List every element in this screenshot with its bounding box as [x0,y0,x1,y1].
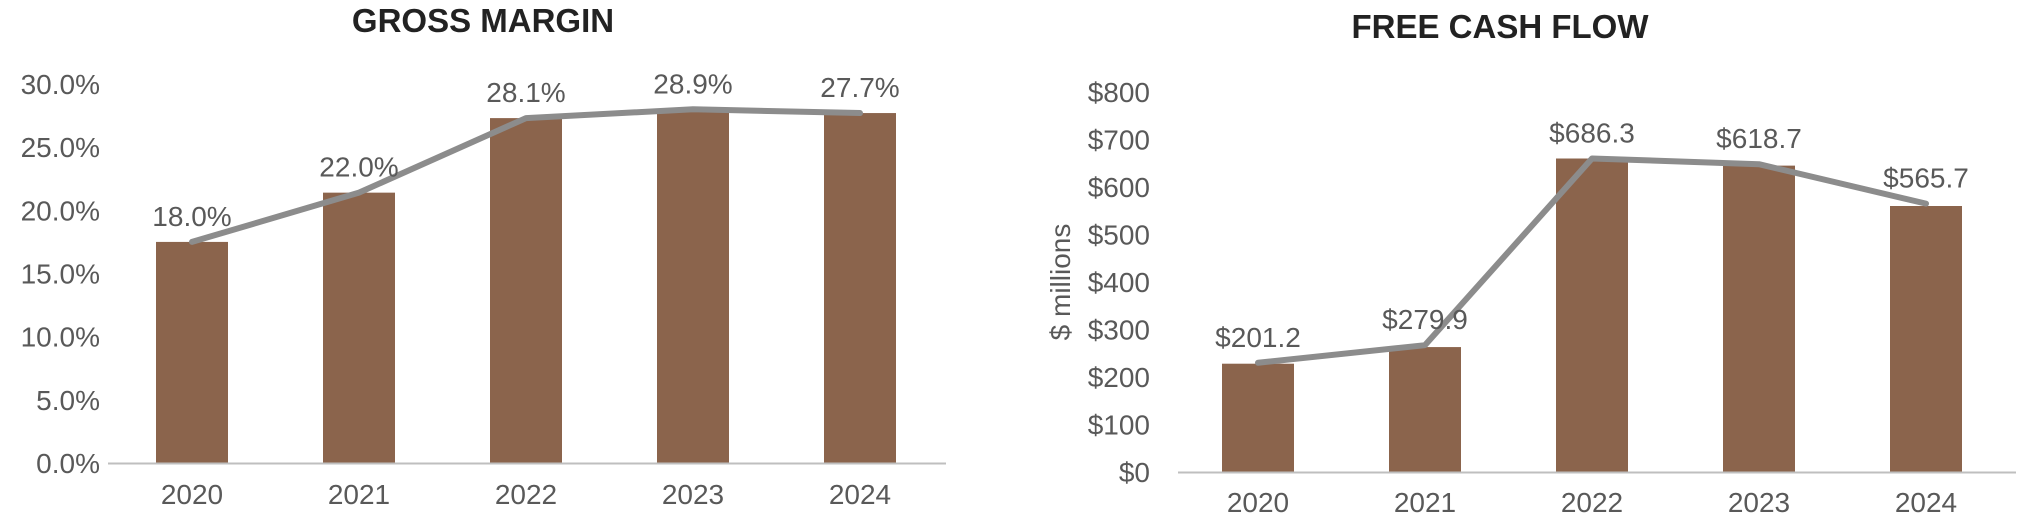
y-tick-label: $100 [1088,410,1150,441]
y-tick-label: 10.0% [21,322,100,353]
y-tick-label: $300 [1088,315,1150,346]
y-tick-label: $800 [1088,77,1150,108]
y-axis-ticks: 0.0% 5.0% 10.0% 15.0% 20.0% 25.0% 30.0% [21,69,100,479]
bar-2023 [657,109,729,464]
x-tick-label: 2024 [1895,487,1957,518]
bar-2021 [1389,347,1461,472]
bar-2022 [490,118,562,464]
y-tick-label: 5.0% [36,385,100,416]
bar-2023 [1723,165,1795,472]
x-tick-label: 2021 [1394,487,1456,518]
x-axis-ticks: 2020 2021 2022 2023 2024 [1227,487,1957,518]
gross-margin-chart: GROSS MARGIN 0.0% 5.0% 10.0% 15.0% 20.0% 25.0… [21,2,946,510]
y-tick-label: 20.0% [21,195,100,226]
y-tick-label: $500 [1088,220,1150,251]
bar-2024 [1890,206,1962,472]
bar-2020 [1222,363,1294,472]
data-label-2020: $201.2 [1215,322,1301,353]
y-tick-label: $400 [1088,267,1150,298]
chart-title: FREE CASH FLOW [1352,8,1650,45]
trend-line [1255,155,1929,366]
data-label-2022: $686.3 [1549,118,1635,149]
x-tick-label: 2020 [161,479,223,510]
data-label-2020: 18.0% [152,201,231,232]
y-tick-label: $200 [1088,362,1150,393]
data-label-2024: 27.7% [820,72,899,103]
y-tick-label: $700 [1088,125,1150,156]
x-tick-label: 2024 [829,479,891,510]
y-tick-label: 15.0% [21,259,100,290]
data-label-2022: 28.1% [486,77,565,108]
x-axis-ticks: 2020 2021 2022 2023 2024 [161,479,891,510]
x-tick-label: 2023 [1728,487,1790,518]
data-labels: $201.2 $279.9 $686.3 $618.7 $565.7 [1215,118,1969,353]
bar-2024 [824,113,896,463]
data-labels: 18.0% 22.0% 28.1% 28.9% 27.7% [152,68,899,232]
bar-2020 [156,241,228,463]
data-label-2024: $565.7 [1883,163,1969,194]
y-axis-ticks: $0 $100 $200 $300 $400 $500 $600 $700 $800 [1088,77,1150,488]
data-label-2021: 22.0% [319,152,398,183]
bar-2022 [1556,158,1628,472]
y-tick-label: 30.0% [21,69,100,100]
y-tick-label: $600 [1088,172,1150,203]
data-label-2021: $279.9 [1382,304,1468,335]
x-tick-label: 2022 [495,479,557,510]
data-label-2023: 28.9% [653,68,732,99]
x-tick-label: 2020 [1227,487,1289,518]
bar-series [1222,158,1962,472]
y-tick-label: $0 [1119,457,1150,488]
trend-line [189,106,863,245]
y-axis-title: $ millions [1045,224,1076,341]
x-tick-label: 2021 [328,479,390,510]
x-tick-label: 2023 [662,479,724,510]
bar-series [156,109,896,464]
free-cash-flow-chart: FREE CASH FLOW $ millions $0 $100 $200 $300… [1045,8,2016,518]
x-tick-label: 2022 [1561,487,1623,518]
y-tick-label: 25.0% [21,132,100,163]
bar-2021 [323,192,395,463]
data-label-2023: $618.7 [1716,123,1802,154]
chart-title: GROSS MARGIN [352,2,614,39]
y-tick-label: 0.0% [36,448,100,479]
